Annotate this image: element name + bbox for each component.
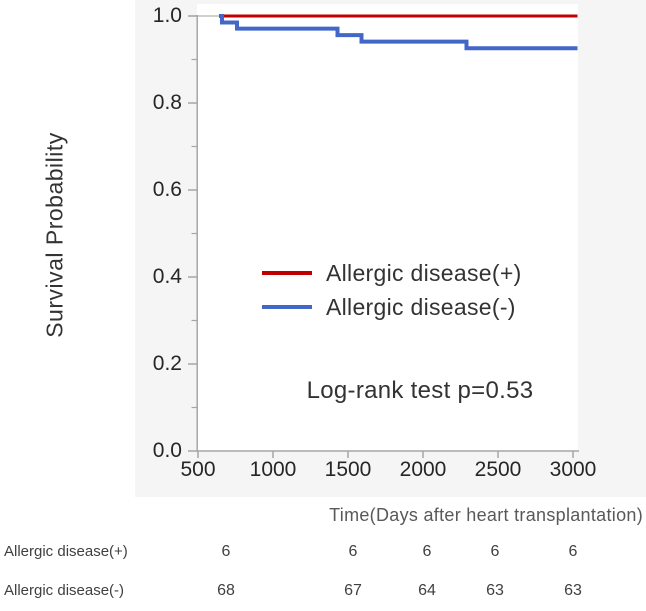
risk-count: 63 bbox=[486, 582, 504, 599]
x-tick-label: 500 bbox=[180, 458, 216, 481]
legend-item-allergic-negative: Allergic disease(-) bbox=[262, 293, 522, 321]
legend-red-line-swatch bbox=[262, 271, 312, 275]
x-tick-label: 1000 bbox=[249, 458, 297, 481]
x-tick-label: 3000 bbox=[549, 458, 597, 481]
legend: Allergic disease(+) Allergic disease(-) bbox=[262, 259, 522, 327]
y-tick-label: 0.6 bbox=[152, 178, 182, 201]
risk-count: 68 bbox=[217, 582, 235, 599]
risk-count: 6 bbox=[422, 543, 432, 560]
x-axis-title: Time(Days after heart transplantation) bbox=[329, 505, 643, 525]
log-rank-annotation: Log-rank test p=0.53 bbox=[306, 377, 534, 404]
risk-row-label-allergic-negative: Allergic disease(-) bbox=[4, 582, 125, 599]
y-tick-label: 0.2 bbox=[152, 352, 182, 375]
x-tick-label: 2000 bbox=[399, 458, 447, 481]
legend-blue-line-swatch bbox=[262, 305, 312, 309]
risk-count: 6 bbox=[568, 543, 578, 560]
risk-count: 6 bbox=[221, 543, 231, 560]
legend-label-allergic-positive: Allergic disease(+) bbox=[326, 259, 522, 286]
risk-row-label-allergic-positive: Allergic disease(+) bbox=[4, 543, 128, 560]
risk-count: 64 bbox=[418, 582, 436, 599]
risk-count: 6 bbox=[348, 543, 358, 560]
x-tick-label: 1500 bbox=[324, 458, 372, 481]
legend-label-allergic-negative: Allergic disease(-) bbox=[326, 293, 516, 320]
y-tick-label: 0.0 bbox=[152, 439, 182, 462]
risk-count: 6 bbox=[490, 543, 500, 560]
y-tick-label: 1.0 bbox=[152, 4, 182, 27]
y-tick-label: 0.4 bbox=[152, 265, 182, 288]
risk-count: 67 bbox=[344, 582, 362, 599]
legend-item-allergic-positive: Allergic disease(+) bbox=[262, 259, 522, 287]
plot-area bbox=[197, 4, 578, 451]
x-tick-label: 2500 bbox=[474, 458, 522, 481]
y-axis-title: Survival Probability bbox=[41, 132, 68, 338]
risk-count: 63 bbox=[564, 582, 582, 599]
y-tick-label: 0.8 bbox=[152, 91, 182, 114]
